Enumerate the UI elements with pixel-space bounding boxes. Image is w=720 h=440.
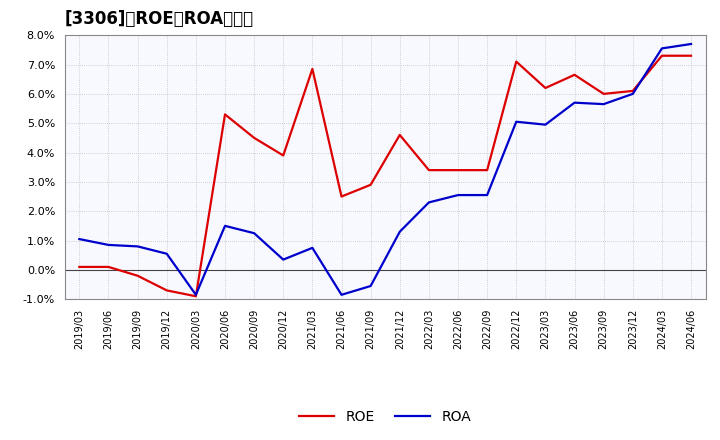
ROA: [687, 41, 696, 47]
ROA: [75, 236, 84, 242]
ROE: [220, 112, 229, 117]
ROA: [366, 283, 375, 289]
ROE: [279, 153, 287, 158]
Text: [3306]　ROE、ROAの推移: [3306] ROE、ROAの推移: [65, 10, 254, 28]
ROA: [570, 100, 579, 105]
ROE: [163, 288, 171, 293]
ROE: [192, 293, 200, 299]
ROA: [512, 119, 521, 125]
ROE: [629, 88, 637, 94]
ROA: [657, 46, 666, 51]
Legend: ROE, ROA: ROE, ROA: [294, 404, 477, 429]
ROE: [133, 273, 142, 279]
ROE: [104, 264, 113, 270]
ROE: [425, 168, 433, 173]
ROA: [308, 245, 317, 250]
ROE: [657, 53, 666, 59]
ROE: [75, 264, 84, 270]
ROA: [163, 251, 171, 257]
ROA: [192, 292, 200, 297]
ROA: [454, 192, 462, 198]
ROE: [570, 72, 579, 77]
ROE: [687, 53, 696, 59]
ROE: [337, 194, 346, 199]
ROE: [454, 168, 462, 173]
ROE: [366, 182, 375, 187]
ROE: [512, 59, 521, 64]
Line: ROE: ROE: [79, 56, 691, 296]
ROE: [483, 168, 492, 173]
ROA: [425, 200, 433, 205]
ROE: [308, 66, 317, 72]
ROE: [395, 132, 404, 138]
ROA: [337, 292, 346, 297]
ROE: [599, 91, 608, 96]
ROA: [279, 257, 287, 262]
ROA: [250, 231, 258, 236]
ROA: [629, 91, 637, 96]
ROA: [395, 229, 404, 235]
ROE: [250, 135, 258, 140]
ROE: [541, 85, 550, 91]
Line: ROA: ROA: [79, 44, 691, 295]
ROA: [133, 244, 142, 249]
ROA: [541, 122, 550, 127]
ROA: [483, 192, 492, 198]
ROA: [599, 102, 608, 107]
ROA: [104, 242, 113, 248]
ROA: [220, 223, 229, 228]
